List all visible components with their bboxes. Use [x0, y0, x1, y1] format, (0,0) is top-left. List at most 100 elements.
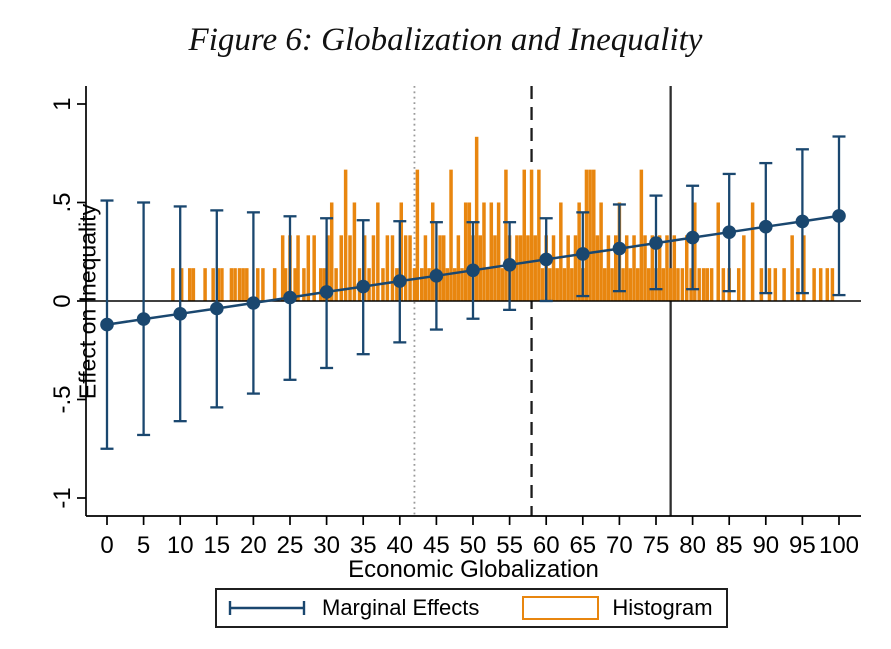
histogram-bars [171, 136, 835, 301]
histogram-bar [280, 235, 285, 301]
histogram-bar [548, 268, 552, 301]
histogram-bar [709, 268, 714, 301]
histogram-bar [812, 268, 816, 301]
marginal-effects-point [356, 279, 371, 294]
histogram-bar [256, 268, 260, 301]
histogram-bar [606, 235, 611, 301]
marginal-effects-point [466, 263, 480, 278]
marginal-effects-point [319, 285, 334, 299]
histogram-bar [352, 202, 357, 301]
histogram-bar [403, 235, 408, 301]
x-tick-label: 20 [240, 532, 267, 559]
histogram-bar [371, 235, 376, 301]
histogram-bar [237, 268, 242, 301]
histogram-bar [496, 202, 501, 301]
x-tick-label: 60 [533, 532, 560, 559]
histogram-bar [632, 235, 636, 301]
marginal-effects-point [649, 236, 663, 250]
x-tick-label: 90 [752, 532, 779, 559]
histogram-bar [261, 268, 265, 301]
x-tick-label: 45 [423, 532, 450, 559]
histogram-bar [646, 268, 651, 301]
histogram-bar [621, 268, 625, 301]
histogram-bar [518, 235, 523, 301]
histogram-bar [474, 136, 479, 301]
histogram-bar [511, 268, 516, 301]
x-tick-label: 30 [313, 532, 340, 559]
histogram-bar [504, 169, 508, 301]
histogram-bar [566, 235, 570, 301]
histogram-bar [526, 235, 530, 301]
histogram-bar [693, 202, 697, 301]
x-tick-label: 10 [167, 532, 194, 559]
histogram-bar [529, 169, 534, 301]
legend-label-marginal-effects: Marginal Effects [322, 595, 480, 620]
histogram-bar [676, 268, 680, 301]
y-tick-label: -.5 [49, 385, 76, 413]
histogram-bar [438, 235, 442, 301]
histogram-bar [179, 268, 184, 301]
histogram-bar [639, 169, 644, 301]
histogram-bar [233, 268, 237, 301]
y-tick-label: 0 [49, 294, 76, 307]
histogram-bar [537, 169, 541, 301]
marginal-effects-point [136, 312, 151, 326]
histogram-bar [211, 268, 215, 301]
histogram-bar [773, 268, 778, 301]
marginal-effects-point [210, 301, 224, 316]
histogram-bar [716, 202, 720, 301]
legend: Marginal Effects Histogram [215, 588, 728, 628]
histogram-bar [559, 202, 563, 301]
histogram-bar [467, 202, 472, 301]
histogram-bar [684, 235, 689, 301]
histogram-bar [408, 235, 412, 301]
histogram-bar [657, 235, 662, 301]
histogram-bar [229, 268, 234, 301]
histogram-bar [540, 268, 545, 301]
x-tick-label: 85 [716, 532, 743, 559]
error-bar-icon [227, 594, 307, 622]
marginal-effects-point [795, 214, 810, 229]
histogram-bar [390, 235, 395, 301]
histogram-bar [430, 202, 435, 301]
x-tick-label: 70 [606, 532, 633, 559]
histogram-bar [551, 235, 556, 301]
histogram-bar [441, 235, 446, 301]
histogram-bar [415, 169, 420, 301]
figure-title: Figure 6: Globalization and Inequality [188, 22, 703, 58]
histogram-bar [701, 268, 706, 301]
histogram-bar [643, 235, 647, 301]
marginal-effects-points [100, 209, 846, 332]
histogram-bar [665, 235, 669, 301]
x-tick-label: 55 [496, 532, 523, 559]
histogram-bar [742, 235, 746, 301]
histogram-bar [348, 235, 352, 301]
histogram-bar [245, 268, 249, 301]
y-tick-label: -1 [49, 487, 76, 508]
histogram-bar [306, 235, 311, 301]
histogram-bar [452, 268, 457, 301]
histogram-bar [750, 202, 755, 301]
marginal-effects-point [393, 274, 407, 288]
histogram-bar [613, 235, 618, 301]
histogram-bar [573, 235, 578, 301]
x-tick-label: 40 [386, 532, 413, 559]
histogram-bar [283, 268, 288, 301]
y-axis-ticks: 1 .5 0 -.5 -1 [49, 97, 86, 509]
marginal-effects-point [429, 269, 444, 283]
histogram-bar [420, 268, 424, 301]
x-tick-label: 80 [679, 532, 706, 559]
histogram-bar [825, 268, 830, 301]
histogram-bar [216, 268, 221, 301]
histogram-bar [312, 235, 316, 301]
histogram-bar [592, 169, 596, 301]
histogram-bar [399, 202, 404, 301]
legend-item-marginal-effects: Marginal Effects [217, 594, 479, 622]
histogram-bar [759, 268, 764, 301]
histogram-bar [500, 268, 505, 301]
histogram-bar [296, 235, 300, 301]
histogram-bar [272, 268, 277, 301]
marginal-effects-point [173, 307, 187, 321]
